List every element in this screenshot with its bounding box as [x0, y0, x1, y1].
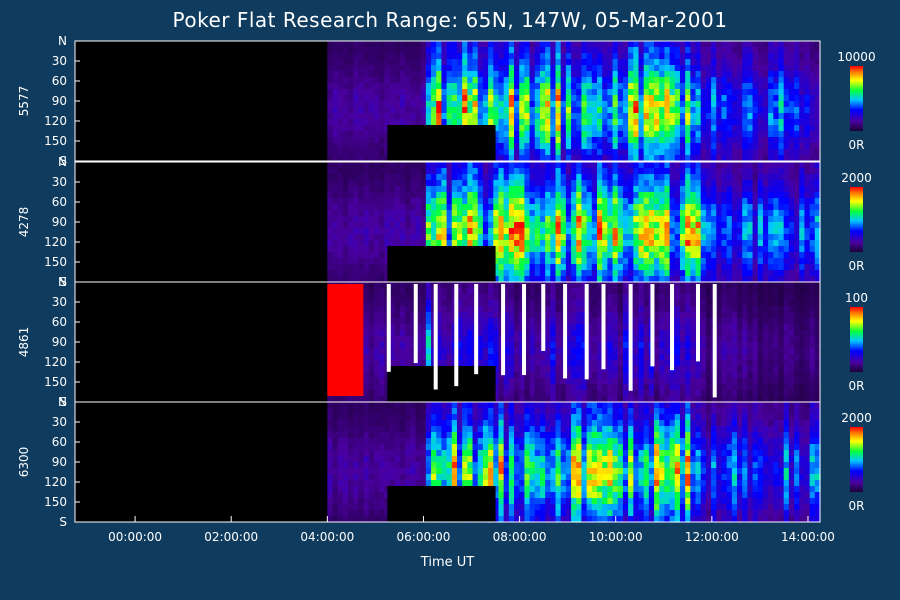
- colorbar-6300: [850, 427, 863, 492]
- data-gap-stripe: [413, 284, 418, 364]
- y-tick-label: 30: [52, 415, 67, 429]
- y-tick-label: 150: [44, 375, 67, 389]
- y-tick-label: 60: [52, 315, 67, 329]
- y-tick-label: 120: [44, 475, 67, 489]
- y-tick-label: N: [58, 155, 67, 169]
- panel-label-4861: 4861: [17, 327, 31, 358]
- colorbar-min-label: 0R: [849, 259, 865, 273]
- y-tick-label: 90: [52, 215, 67, 229]
- y-tick-label: S: [59, 275, 67, 289]
- mask-block: [387, 125, 496, 161]
- y-tick-label: 90: [52, 94, 67, 108]
- y-tick-label: 120: [44, 235, 67, 249]
- y-tick-label: 150: [44, 255, 67, 269]
- colorbar-4278: [850, 187, 863, 252]
- data-gap-stripe: [670, 284, 675, 371]
- data-gap-stripe: [628, 284, 633, 391]
- data-gap-stripe: [601, 284, 606, 370]
- y-tick-label: 30: [52, 54, 67, 68]
- data-gap-stripe: [474, 284, 479, 375]
- x-tick-label: 06:00:00: [397, 530, 451, 544]
- colorbar-min-label: 0R: [849, 499, 865, 513]
- y-tick-label: 150: [44, 134, 67, 148]
- x-tick-label: 10:00:00: [589, 530, 643, 544]
- x-tick-label: 12:00:00: [685, 530, 739, 544]
- x-tick-label: 14:00:00: [781, 530, 835, 544]
- panel-label-4278: 4278: [17, 207, 31, 238]
- y-tick-label: N: [58, 275, 67, 289]
- y-tick-label: 120: [44, 114, 67, 128]
- data-gap-stripe: [541, 284, 546, 351]
- y-tick-label: 30: [52, 175, 67, 189]
- x-tick-label: 00:00:00: [108, 530, 162, 544]
- panel-6300: N 30 60 90 120 150 S 6300 2000 0R: [17, 395, 872, 529]
- x-tick-label: 04:00:00: [300, 530, 354, 544]
- colorbar-min-label: 0R: [849, 138, 865, 152]
- data-gap-stripe: [454, 284, 459, 387]
- y-tick-label: 60: [52, 195, 67, 209]
- heatmap-image-6300: [327, 402, 821, 523]
- panel-4861: N 30 60 90 120 150 S 4861 100 0R: [17, 275, 868, 409]
- y-tick-label: 30: [52, 295, 67, 309]
- panel-5577: N 30 60 90 120 150 S 5577 10000 0R: [17, 34, 876, 168]
- data-gap-stripe: [522, 284, 527, 376]
- colorbar-4861: [850, 307, 863, 372]
- y-tick-label: 120: [44, 355, 67, 369]
- y-tick-label: N: [58, 395, 67, 409]
- x-tick-label: 08:00:00: [493, 530, 547, 544]
- x-axis: 00:00:00 02:00:00 04:00:00 06:00:00 08:00:00…: [108, 516, 835, 544]
- y-tick-label: S: [59, 154, 67, 168]
- colorbar-max-label: 100: [845, 291, 868, 305]
- heatmap-image-4278: [327, 162, 821, 283]
- y-tick-label: S: [59, 395, 67, 409]
- data-gap-stripe: [650, 284, 655, 367]
- panel-label-6300: 6300: [17, 447, 31, 478]
- panels-group: N 30 60 90 120 150 S 5577 10000 0R N 30 60 90 120 150 S 4…: [17, 34, 876, 529]
- y-tick-label: 150: [44, 495, 67, 509]
- y-tick-label: 90: [52, 335, 67, 349]
- colorbar-max-label: 2000: [841, 411, 872, 425]
- panel-4278: N 30 60 90 120 150 S 4278 2000 0R: [17, 155, 872, 289]
- data-gap-stripe: [712, 284, 717, 398]
- mask-block: [387, 246, 496, 282]
- y-tick-label: 60: [52, 74, 67, 88]
- mask-block: [387, 486, 496, 522]
- mask-block: [387, 366, 496, 402]
- data-gap-stripe: [563, 284, 568, 379]
- y-tick-label: 60: [52, 435, 67, 449]
- y-tick-label: S: [59, 515, 67, 529]
- colorbar-max-label: 2000: [841, 171, 872, 185]
- data-gap-stripe: [433, 284, 438, 390]
- panel-label-5577: 5577: [17, 86, 31, 117]
- x-axis-label: Time UT: [420, 555, 475, 570]
- x-tick-label: 02:00:00: [204, 530, 258, 544]
- colorbar-5577: [850, 66, 863, 131]
- data-gap-stripe: [584, 284, 589, 380]
- data-gap-stripe: [386, 284, 391, 372]
- chart-title: Poker Flat Research Range: 65N, 147W, 05…: [172, 8, 728, 32]
- colorbar-min-label: 0R: [849, 379, 865, 393]
- saturation-region: [327, 284, 364, 396]
- data-gap-stripe: [695, 284, 700, 362]
- y-tick-label: N: [58, 34, 67, 48]
- data-gap-stripe: [501, 284, 506, 376]
- colorbar-max-label: 10000: [837, 50, 875, 64]
- y-tick-label: 90: [52, 455, 67, 469]
